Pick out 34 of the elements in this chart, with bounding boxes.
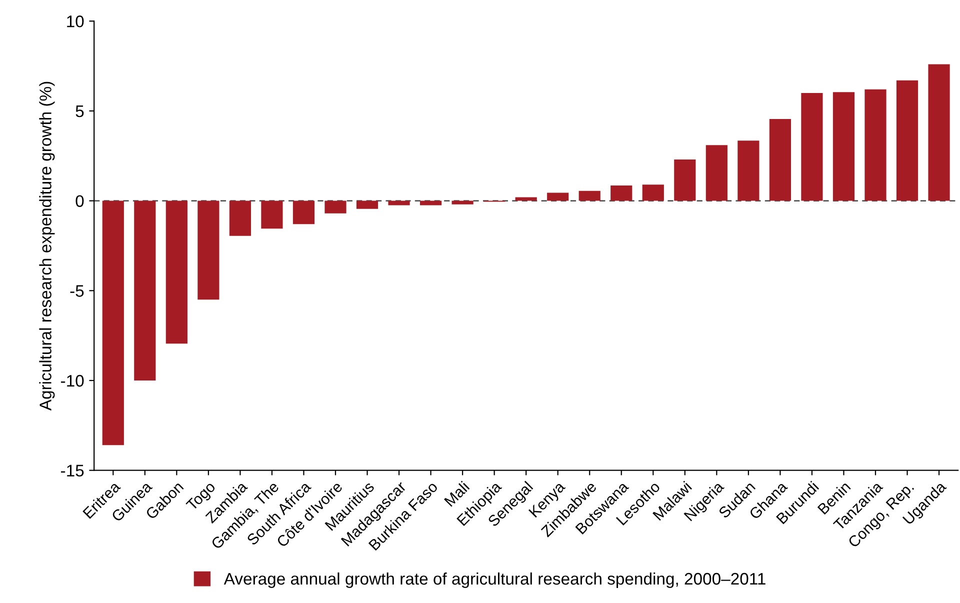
bar [388,200,410,206]
bar [324,200,346,214]
bar [706,145,728,201]
bar [928,64,950,201]
bar [198,200,220,300]
y-tick-label: 10 [67,16,84,28]
bar [166,200,188,344]
y-tick-label: -15 [61,464,84,477]
bar [452,200,474,204]
bar [578,190,600,201]
bar [896,80,918,201]
bar [738,140,760,201]
bar [229,200,251,236]
bar [864,89,886,201]
bar [420,200,442,206]
bar [547,192,569,201]
bar [292,200,315,224]
bar [610,186,632,201]
y-axis-title: Agricultural research expenditure growth (%) [39,82,55,411]
bar [134,200,156,380]
bar [642,184,664,201]
bar [769,119,791,201]
y-tick-label: 5 [76,106,84,118]
legend-label: Average annual growth rate of agricultural research spending, 2000–2011 [224,572,766,588]
bar [356,200,378,209]
bar [261,200,283,229]
bar [515,197,537,201]
bar [674,159,696,201]
y-tick-label: -5 [70,285,84,297]
bar [832,92,855,201]
bar [801,92,823,201]
bar [102,200,124,446]
y-tick-label: 0 [76,195,84,207]
y-tick-label: -10 [61,374,84,387]
